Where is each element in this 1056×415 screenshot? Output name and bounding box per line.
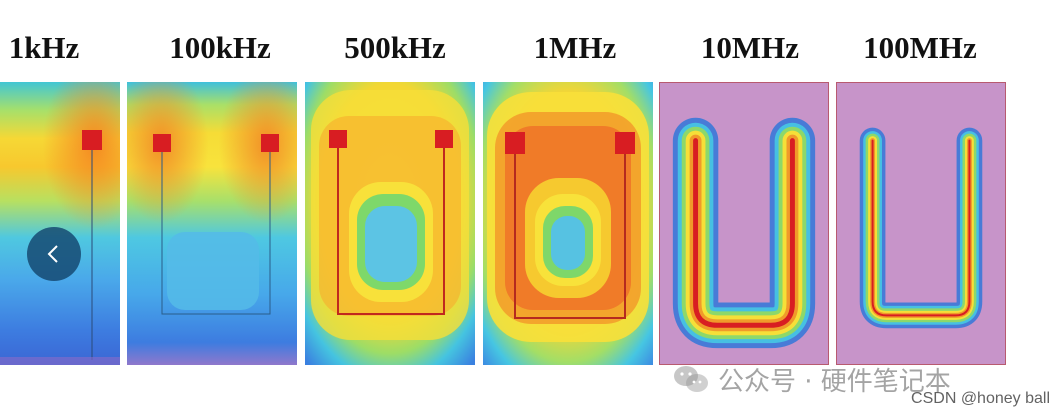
label-1mhz: 1MHz (533, 30, 617, 65)
credit-text: CSDN @honey ball (911, 390, 1050, 407)
field-plot-500khz (305, 82, 475, 365)
label-100khz: 100kHz (169, 30, 271, 65)
wechat-icon (674, 366, 708, 392)
field-plot-10mhz (659, 82, 829, 365)
watermark: 公众号 · 硬件笔记本 (672, 361, 951, 397)
label-500khz: 500kHz (344, 30, 446, 65)
previous-button[interactable] (27, 227, 81, 281)
label-10mhz: 10MHz (700, 30, 800, 65)
field-plot-1khz (0, 82, 120, 365)
field-plot-100mhz (836, 82, 1006, 365)
field-plot-100khz (127, 82, 297, 365)
label-1khz: 1kHz (8, 30, 80, 65)
chevron-left-icon (47, 245, 58, 263)
watermark-text: 公众号 · 硬件笔记本 (718, 366, 951, 397)
field-plot-1mhz (483, 82, 653, 365)
label-100mhz: 100MHz (863, 30, 977, 65)
